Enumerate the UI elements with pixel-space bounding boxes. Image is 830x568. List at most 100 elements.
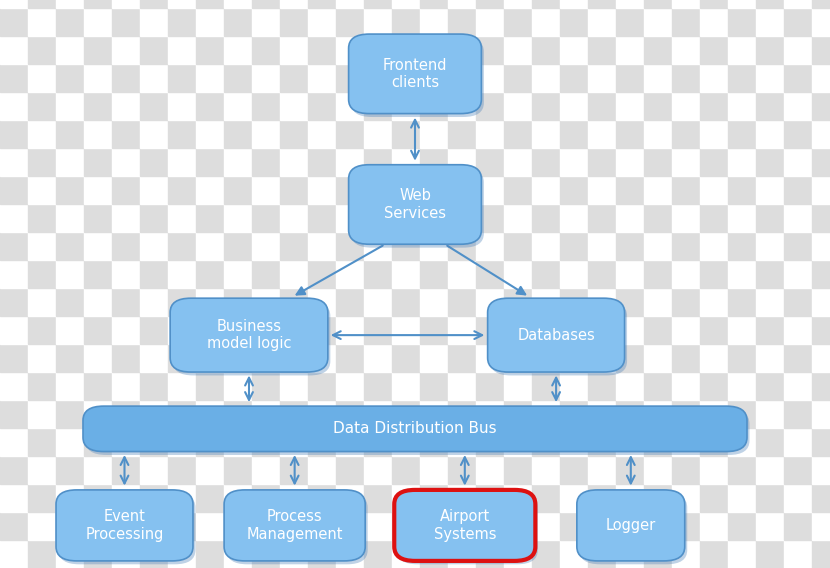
Bar bbox=[756, 484, 784, 512]
Bar bbox=[168, 400, 196, 428]
Bar bbox=[588, 64, 616, 92]
Bar bbox=[448, 484, 476, 512]
Bar bbox=[532, 540, 560, 568]
Bar bbox=[196, 0, 224, 8]
Bar bbox=[812, 372, 830, 400]
Bar bbox=[308, 36, 336, 64]
Bar bbox=[84, 456, 112, 484]
Bar bbox=[336, 288, 364, 316]
Bar bbox=[308, 92, 336, 120]
Bar bbox=[756, 288, 784, 316]
Bar bbox=[224, 148, 252, 176]
FancyBboxPatch shape bbox=[173, 302, 330, 375]
Bar bbox=[784, 260, 812, 288]
Bar bbox=[280, 316, 308, 344]
Bar bbox=[700, 148, 728, 176]
Bar bbox=[756, 36, 784, 64]
Bar bbox=[140, 456, 168, 484]
Bar bbox=[476, 36, 504, 64]
Bar bbox=[84, 260, 112, 288]
Bar bbox=[532, 232, 560, 260]
Bar bbox=[616, 288, 644, 316]
Bar bbox=[84, 204, 112, 232]
Bar bbox=[812, 288, 830, 316]
Bar bbox=[588, 36, 616, 64]
Bar bbox=[0, 148, 28, 176]
Bar bbox=[560, 540, 588, 568]
Bar bbox=[336, 512, 364, 540]
Bar bbox=[644, 232, 672, 260]
Bar bbox=[392, 512, 420, 540]
Bar bbox=[672, 540, 700, 568]
Bar bbox=[224, 260, 252, 288]
Bar bbox=[812, 316, 830, 344]
Text: Airport
Systems: Airport Systems bbox=[433, 509, 496, 542]
Bar bbox=[308, 260, 336, 288]
Bar bbox=[700, 316, 728, 344]
Bar bbox=[700, 288, 728, 316]
Text: Business
model logic: Business model logic bbox=[207, 319, 291, 352]
Bar bbox=[392, 232, 420, 260]
Bar bbox=[112, 36, 140, 64]
Bar bbox=[504, 204, 532, 232]
Bar bbox=[644, 428, 672, 456]
Bar bbox=[420, 288, 448, 316]
Bar bbox=[644, 204, 672, 232]
Bar bbox=[560, 8, 588, 36]
Bar bbox=[280, 400, 308, 428]
Bar bbox=[84, 148, 112, 176]
Bar bbox=[168, 316, 196, 344]
Bar bbox=[0, 540, 28, 568]
Bar bbox=[252, 540, 280, 568]
Bar bbox=[756, 344, 784, 372]
Bar bbox=[392, 260, 420, 288]
Bar bbox=[728, 232, 756, 260]
Bar bbox=[476, 8, 504, 36]
Bar bbox=[560, 372, 588, 400]
Bar bbox=[28, 36, 56, 64]
Bar bbox=[616, 64, 644, 92]
Bar bbox=[448, 428, 476, 456]
Bar bbox=[252, 148, 280, 176]
Bar bbox=[168, 344, 196, 372]
Bar bbox=[84, 400, 112, 428]
Bar bbox=[336, 120, 364, 148]
Bar bbox=[0, 456, 28, 484]
Bar bbox=[280, 288, 308, 316]
Bar bbox=[0, 344, 28, 372]
Bar bbox=[784, 288, 812, 316]
Bar bbox=[644, 36, 672, 64]
Bar bbox=[140, 148, 168, 176]
Bar bbox=[756, 232, 784, 260]
Bar bbox=[448, 456, 476, 484]
Bar bbox=[588, 8, 616, 36]
Bar bbox=[112, 8, 140, 36]
Bar bbox=[112, 0, 140, 8]
Bar bbox=[616, 512, 644, 540]
Bar bbox=[392, 484, 420, 512]
Bar bbox=[364, 372, 392, 400]
Bar bbox=[448, 232, 476, 260]
Bar bbox=[252, 484, 280, 512]
FancyBboxPatch shape bbox=[579, 493, 687, 565]
Bar bbox=[308, 372, 336, 400]
Bar bbox=[56, 456, 84, 484]
Bar bbox=[196, 344, 224, 372]
Bar bbox=[700, 400, 728, 428]
Bar bbox=[644, 344, 672, 372]
Bar bbox=[336, 148, 364, 176]
Bar bbox=[448, 540, 476, 568]
Bar bbox=[280, 0, 308, 8]
Bar bbox=[504, 456, 532, 484]
Bar bbox=[448, 64, 476, 92]
Bar bbox=[784, 344, 812, 372]
Bar bbox=[784, 204, 812, 232]
Bar bbox=[84, 120, 112, 148]
Bar bbox=[756, 260, 784, 288]
Bar bbox=[280, 428, 308, 456]
Bar bbox=[616, 428, 644, 456]
Bar bbox=[112, 484, 140, 512]
Bar bbox=[364, 316, 392, 344]
Text: Event
Processing: Event Processing bbox=[85, 509, 164, 542]
Bar bbox=[336, 64, 364, 92]
